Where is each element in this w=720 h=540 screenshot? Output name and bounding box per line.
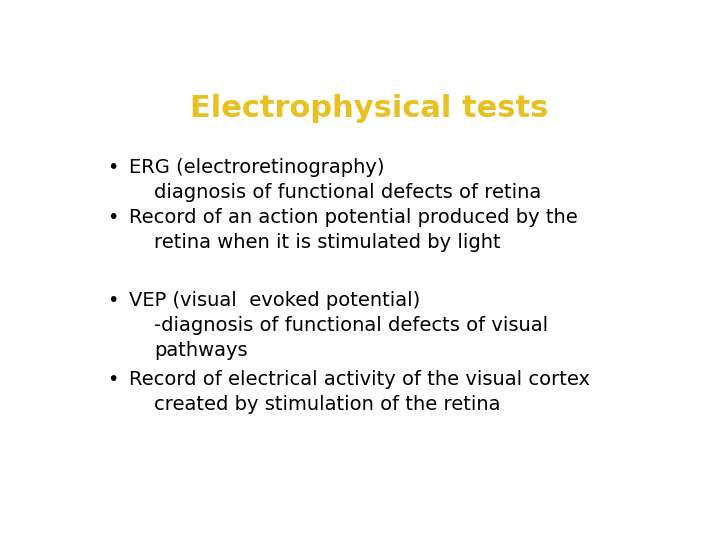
Text: Electrophysical tests: Electrophysical tests [190, 94, 548, 123]
Text: •: • [107, 158, 118, 177]
Text: •: • [107, 370, 118, 389]
Text: VEP (visual  evoked potential): VEP (visual evoked potential) [129, 292, 420, 310]
Text: •: • [107, 292, 118, 310]
Text: pathways: pathways [154, 341, 248, 360]
Text: retina when it is stimulated by light: retina when it is stimulated by light [154, 233, 501, 252]
Text: •: • [107, 208, 118, 227]
Text: -diagnosis of functional defects of visual: -diagnosis of functional defects of visu… [154, 316, 549, 335]
Text: Record of electrical activity of the visual cortex: Record of electrical activity of the vis… [129, 370, 590, 389]
Text: created by stimulation of the retina: created by stimulation of the retina [154, 395, 500, 414]
Text: diagnosis of functional defects of retina: diagnosis of functional defects of retin… [154, 183, 541, 202]
Text: ERG (electroretinography): ERG (electroretinography) [129, 158, 384, 177]
Text: Record of an action potential produced by the: Record of an action potential produced b… [129, 208, 578, 227]
